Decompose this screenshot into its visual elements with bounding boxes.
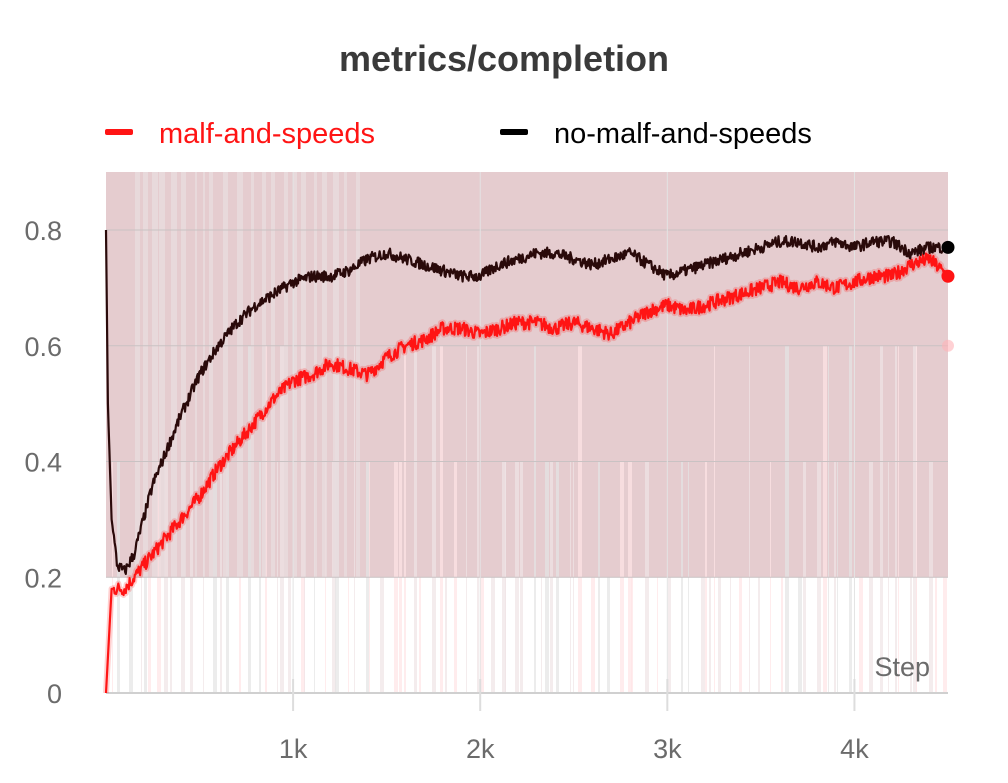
variance-streak (380, 577, 384, 693)
variance-streak (477, 345, 479, 693)
variance-streak (709, 577, 711, 693)
legend-swatch-no-malf-and-speeds (500, 129, 528, 136)
variance-streak (143, 172, 148, 578)
variance-streak (152, 172, 158, 578)
variance-streak (534, 345, 536, 693)
variance-streak (913, 345, 917, 693)
variance-streak (144, 577, 147, 693)
end-marker-no-malf-and-speeds (941, 240, 955, 254)
tick-labels: 0 0.2 0.4 0.6 0.8 1k 2k 3k 4k Step (24, 216, 930, 764)
variance-streak (141, 577, 142, 693)
variance-streak (129, 577, 133, 693)
variance-streak (181, 172, 186, 578)
variance-streak (541, 577, 542, 693)
axes (106, 679, 948, 711)
variance-streak (668, 577, 671, 693)
variance-streak (591, 577, 595, 693)
variance-streak (798, 577, 802, 693)
variance-streak (578, 345, 582, 693)
variance-streak (466, 345, 467, 693)
series-line-no-malf-and-speeds (104, 229, 949, 575)
legend-swatch-malf-and-speeds (105, 129, 133, 136)
x-tick-label: 4k (840, 734, 869, 764)
end-marker-faded (942, 339, 954, 352)
variance-streak (284, 172, 288, 578)
variance-streak (730, 577, 731, 693)
variance-streak (828, 345, 829, 693)
variance-streak (916, 345, 917, 693)
variance-streak (354, 345, 355, 693)
variance-streak (288, 577, 291, 693)
variance-streak (223, 172, 228, 578)
variance-streak (293, 172, 297, 578)
variance-streak (440, 345, 443, 693)
variance-streak (657, 577, 658, 693)
variance-streak (480, 577, 484, 693)
variance-streak (880, 345, 883, 693)
variance-streak (758, 577, 760, 693)
y-tick-label: 0.2 (24, 563, 62, 593)
variance-streak (910, 577, 912, 693)
variance-streak (419, 577, 421, 693)
variance-streak (344, 172, 347, 578)
y-tick-label: 0.6 (24, 332, 62, 362)
variance-streak (849, 345, 852, 693)
chart-title: metrics/completion (338, 38, 670, 79)
end-markers (941, 240, 955, 352)
variance-streak (739, 577, 742, 693)
series-line-malf-and-speeds (104, 252, 949, 694)
variance-streak (209, 172, 213, 578)
variance-streak (159, 172, 165, 578)
variance-streak (248, 345, 251, 693)
variance-streak (781, 577, 783, 693)
x-tick-label: 2k (466, 734, 495, 764)
variance-streak (432, 345, 436, 693)
variance-streak (935, 577, 937, 693)
variance-streak (251, 172, 254, 578)
legend-label-malf-and-speeds: malf-and-speeds (159, 118, 375, 150)
variance-streak (404, 345, 406, 693)
variance-streak (262, 172, 266, 578)
variance-streak (237, 172, 243, 578)
variance-streak (348, 577, 349, 693)
variance-streak (749, 345, 750, 693)
variance-streak (271, 172, 275, 578)
legend-item-malf-and-speeds[interactable]: malf-and-speeds (105, 118, 375, 151)
variance-streak (135, 172, 140, 578)
variance-streak (898, 345, 899, 693)
x-tick-label: 3k (653, 734, 682, 764)
variance-streak (607, 577, 610, 693)
variance-streak (322, 172, 327, 578)
variance-streak (718, 577, 721, 693)
variance-streak (280, 345, 284, 693)
variance-streak (943, 577, 947, 693)
variance-streak (785, 345, 789, 693)
variance-streak (414, 345, 417, 693)
end-marker-malf-and-speeds (941, 269, 955, 283)
variance-streak (445, 577, 447, 693)
y-tick-label: 0 (47, 679, 62, 709)
variance-streak (714, 345, 715, 693)
series-lines (103, 229, 951, 694)
variance-streak (171, 172, 177, 578)
variance-streak (333, 172, 339, 578)
variance-band (106, 172, 948, 578)
legend-label-no-malf-and-speeds: no-malf-and-speeds (554, 118, 812, 150)
variance-streak (895, 345, 897, 693)
y-tick-label: 0.8 (24, 216, 62, 246)
y-tick-label: 0.4 (24, 448, 62, 478)
variance-streak (170, 577, 172, 693)
variance-streak (701, 577, 705, 693)
variance-streak (859, 577, 863, 693)
variance-streak (195, 172, 197, 578)
legend-item-no-malf-and-speeds[interactable]: no-malf-and-speeds (500, 118, 812, 151)
x-axis-label: Step (874, 652, 930, 682)
variance-streak (631, 577, 633, 693)
variance-streak (491, 577, 495, 693)
variance-streak (148, 577, 151, 693)
x-tick-label: 1k (279, 734, 308, 764)
variance-streak (239, 577, 241, 693)
variance-streak (823, 345, 827, 693)
